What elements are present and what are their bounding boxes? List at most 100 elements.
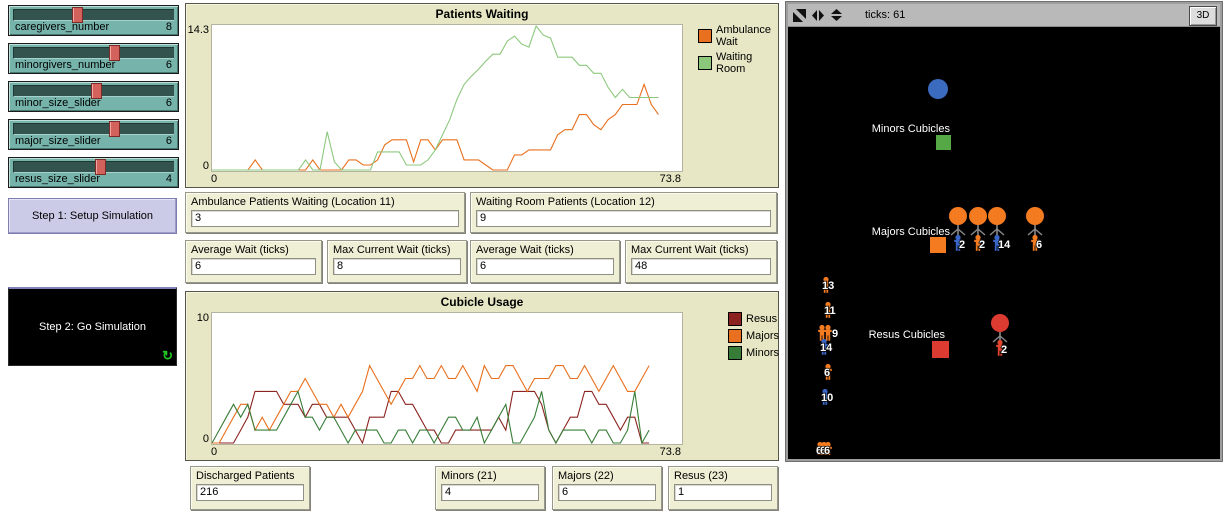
occupant-wait-number: 14 [998, 239, 1011, 251]
legend-swatch [728, 346, 742, 360]
slider-track [13, 161, 174, 173]
monitor: Majors (22) 6 [552, 466, 662, 510]
monitor-label: Max Current Wait (ticks) [631, 244, 749, 256]
monitor: Discharged Patients 216 [190, 466, 310, 510]
slider-resus_size_slider[interactable]: resus_size_slider 4 [8, 157, 179, 188]
world-canvas[interactable]: Minors Cubicles Majors Cubicles Resus Cubi… [788, 27, 1216, 455]
occupant-person [1031, 234, 1039, 251]
x-axis-min-label: 0 [211, 173, 218, 185]
slider-label: minor_size_slider [15, 97, 101, 109]
horizontal-arrows-icon [811, 9, 825, 22]
cubicle-usage-chart [212, 364, 650, 444]
monitor: Resus (23) 1 [668, 466, 778, 510]
occupant-person [954, 234, 962, 251]
go-simulation-button[interactable]: Step 2: Go Simulation ↻ [8, 287, 177, 366]
slider-handle[interactable] [109, 45, 120, 61]
waiting-person-number: 10 [821, 392, 833, 404]
monitor: Ambulance Patients Waiting (Location 11)… [185, 192, 465, 233]
series-resus [212, 390, 650, 444]
waiting-person [821, 388, 829, 405]
monitor-label: Minors (21) [441, 470, 497, 482]
plot-title: Cubicle Usage [440, 295, 524, 309]
world-view-header: ticks: 61 3D [788, 4, 1220, 27]
slider-track [13, 123, 174, 135]
occupant-wait-number: 2 [979, 239, 985, 251]
setup-simulation-button[interactable]: Step 1: Setup Simulation [8, 198, 177, 234]
legend-item: Waiting Room [698, 51, 776, 75]
slider-major_size_slider[interactable]: major_size_slider 6 [8, 119, 179, 150]
legend-swatch [728, 312, 742, 326]
series-ambulance-wait [212, 82, 659, 171]
occupant-wait-number: 6 [1036, 239, 1042, 251]
occupant-person [996, 339, 1004, 356]
slider-handle[interactable] [95, 159, 106, 175]
monitor-label: Average Wait (ticks) [476, 244, 574, 256]
series-minors [212, 389, 650, 444]
slider-minorgivers_number[interactable]: minorgivers_number 6 [8, 43, 179, 74]
slider-label: resus_size_slider [15, 173, 100, 185]
legend-item: Resus [728, 312, 777, 326]
monitor-label: Waiting Room Patients (Location 12) [476, 196, 655, 208]
blue-patient-circle [928, 79, 948, 99]
occupant-wait-number: 2 [959, 239, 965, 251]
slider-handle[interactable] [72, 7, 83, 23]
patients-waiting-chart [212, 25, 659, 171]
monitor: Minors (21) 4 [435, 466, 545, 510]
legend-label: Minors [746, 347, 780, 359]
legend-swatch [728, 329, 742, 343]
legend-item: Ambulance Wait [698, 24, 776, 48]
monitor-label: Max Current Wait (ticks) [333, 244, 451, 256]
slider-minor_size_slider[interactable]: minor_size_slider 6 [8, 81, 179, 112]
legend-item: Majors [728, 329, 780, 343]
patients-waiting-plot: Patients Waiting 14.3 0 0 73.8 Ambulance… [185, 3, 779, 188]
monitor-value: 3 [191, 210, 459, 227]
slider-label: minorgivers_number [15, 59, 116, 71]
majors-cubicles-label: Majors Cubicles [872, 226, 951, 238]
slider-handle[interactable] [109, 121, 120, 137]
monitor-value: 9 [476, 210, 771, 227]
x-axis-min-label: 0 [211, 446, 218, 458]
monitor: Average Wait (ticks) 6 [185, 240, 322, 283]
legend-label: Waiting Room [716, 51, 753, 75]
majors-cubicle-square [930, 237, 946, 253]
resus-occupant [991, 314, 1009, 343]
waiting-person-number: 13 [822, 280, 834, 292]
waiting-person [816, 441, 824, 455]
monitor-label: Discharged Patients [196, 470, 295, 482]
monitor: Max Current Wait (ticks) 8 [327, 240, 467, 283]
occupant-wait-number: 2 [1001, 344, 1007, 356]
minors-cubicle-square [936, 135, 951, 150]
majors-occupant [1026, 207, 1044, 238]
ticks-counter: ticks: 61 [865, 9, 906, 21]
monitor-value: 6 [191, 258, 316, 275]
plot-title: Patients Waiting [435, 7, 529, 21]
legend-label: Majors [746, 330, 780, 342]
slider-value: 6 [165, 135, 172, 147]
monitor: Max Current Wait (ticks) 48 [625, 240, 777, 283]
slider-label: caregivers_number [15, 21, 110, 33]
y-axis-min-label: 0 [202, 433, 209, 445]
plot-legend: Resus Majors Minors [728, 312, 780, 363]
occupant-person [993, 234, 1001, 251]
slider-handle[interactable] [91, 83, 102, 99]
waiting-person-number: 6 [820, 445, 826, 455]
slider-value: 6 [165, 97, 172, 109]
plot-legend: Ambulance Wait Waiting Room [698, 24, 776, 78]
go-button-label: Step 2: Go Simulation [38, 321, 146, 333]
forever-loop-icon: ↻ [162, 348, 173, 363]
monitor-label: Resus (23) [674, 470, 728, 482]
waiting-person-number: 6 [824, 445, 830, 455]
x-axis-max-label: 73.8 [659, 446, 681, 458]
majors-occupant [949, 207, 967, 238]
series-majors [212, 364, 650, 444]
resize-corner-icon [793, 8, 806, 22]
slider-caregivers_number[interactable]: caregivers_number 8 [8, 5, 179, 36]
view-3d-button[interactable]: 3D [1189, 6, 1217, 26]
waiting-person-number: 14 [820, 342, 833, 354]
y-axis-max-label: 14.3 [187, 24, 209, 36]
waiting-person [824, 363, 832, 380]
occupant-person [974, 234, 982, 251]
slider-track [13, 9, 174, 21]
waiting-person-number: 6 [816, 445, 822, 455]
world-view: ticks: 61 3D Minors Cubicles Majors Cubic… [786, 2, 1222, 461]
